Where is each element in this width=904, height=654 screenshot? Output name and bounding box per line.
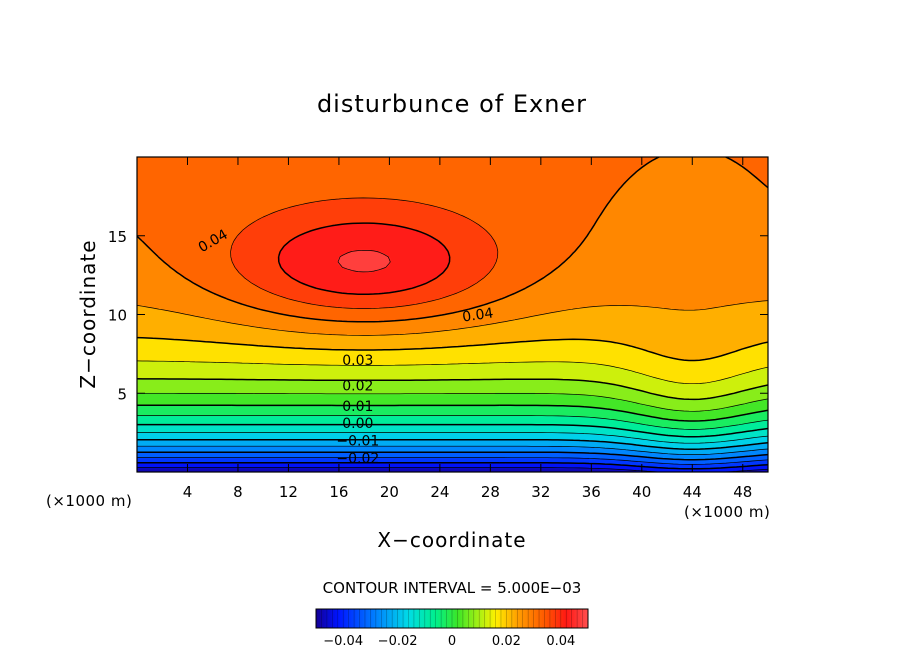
contour-label: −0.01 [336, 434, 379, 450]
contour-label: 0.03 [342, 353, 373, 369]
contour-line [137, 404, 768, 422]
plot-area: 0.040.040.030.020.010.00−0.01−0.02 [137, 157, 768, 472]
contour-label: −0.02 [336, 451, 379, 467]
contour-lines [137, 157, 768, 472]
contour-interval-label: CONTOUR INTERVAL = 5.000E−03 [323, 579, 582, 597]
contour-label: 0.02 [342, 378, 373, 394]
x-tick-label: 36 [582, 483, 601, 501]
contour-line [137, 451, 768, 461]
y-axis-ticks: 5 10 15 [108, 228, 768, 403]
contour-line [230, 197, 499, 309]
x-tick-label: 32 [531, 483, 550, 501]
contour-label: 0.04 [461, 305, 494, 325]
y-axis-title: Z−coordinate [76, 239, 100, 388]
x-tick-label: 12 [279, 483, 298, 501]
contour-line [277, 222, 451, 295]
contour-line [137, 157, 768, 323]
contour-line [137, 438, 768, 450]
colorbar-level-lines [321, 609, 583, 628]
colorbar-tick-label: 0 [448, 634, 456, 649]
colorbar-gradient [316, 609, 588, 628]
contour-line [137, 457, 768, 465]
colorbar-tick-label: −0.02 [378, 634, 418, 649]
contour-line [137, 392, 768, 412]
y-tick-label: 15 [108, 228, 127, 246]
contour-line [137, 467, 768, 472]
x-unit-left: (×1000 m) [46, 492, 132, 510]
contour-line [337, 249, 391, 273]
x-tick-label: 16 [329, 483, 348, 501]
x-tick-label: 8 [233, 483, 243, 501]
contour-line [137, 461, 768, 470]
contour-label: 0.01 [342, 399, 373, 415]
chart-title: disturbunce of Exner [317, 90, 587, 118]
contour-line [137, 432, 768, 444]
x-tick-label: 28 [481, 483, 500, 501]
colorbar-ticks: −0.04 −0.02 0 0.02 0.04 [323, 634, 575, 649]
x-tick-label: 4 [183, 483, 193, 501]
colorbar-tick-label: 0.04 [546, 634, 575, 649]
colorbar-tick-label: −0.04 [323, 634, 363, 649]
contour-label: 0.00 [342, 416, 373, 432]
contour-line [137, 445, 768, 455]
colorbar-frame [315, 608, 589, 629]
x-tick-label: 48 [733, 483, 752, 501]
y-tick-label: 10 [108, 307, 127, 325]
contour-line [137, 336, 768, 362]
contour-line [137, 300, 768, 336]
contour-line [137, 415, 768, 430]
x-axis-ticks: 4 8 12 16 20 24 28 32 36 40 44 48 [183, 157, 752, 501]
x-tick-label: 20 [380, 483, 399, 501]
filled-contour-field [137, 157, 768, 472]
x-unit-right: (×1000 m) [684, 503, 770, 521]
colorbar: −0.04 −0.02 0 0.02 0.04 [315, 608, 589, 649]
contour-line [137, 423, 768, 438]
contour-line [137, 360, 768, 385]
y-tick-label: 5 [117, 385, 127, 403]
x-tick-label: 40 [632, 483, 651, 501]
colorbar-tick-label: 0.02 [492, 634, 521, 649]
contour-line [137, 378, 768, 401]
x-tick-label: 44 [683, 483, 702, 501]
x-tick-label: 24 [430, 483, 449, 501]
x-axis-title: X−coordinate [377, 528, 526, 552]
